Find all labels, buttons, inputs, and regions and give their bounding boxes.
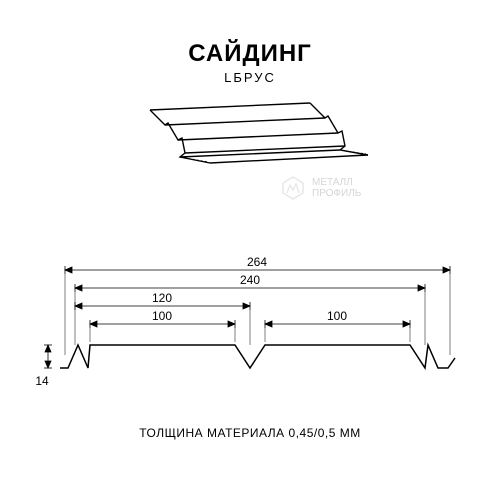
dim-overall: 264 xyxy=(247,255,267,269)
watermark-line1: МЕТАЛЛ xyxy=(312,177,361,188)
title-block: САЙДИНГ LБРУС xyxy=(0,0,500,85)
technical-drawing: 264 240 120 100 100 14 xyxy=(30,250,470,400)
dim-flat2: 100 xyxy=(327,309,347,323)
profile-path xyxy=(60,345,455,368)
brand-watermark: МЕТАЛЛ ПРОФИЛЬ xyxy=(280,175,361,201)
product-subtitle: LБРУС xyxy=(0,70,500,85)
dim-face: 240 xyxy=(240,273,260,287)
dim-flat1: 100 xyxy=(152,309,172,323)
product-title: САЙДИНГ xyxy=(0,40,500,68)
dim-height: 14 xyxy=(35,374,49,388)
hex-logo-icon xyxy=(280,175,306,201)
watermark-text: МЕТАЛЛ ПРОФИЛЬ xyxy=(312,177,361,199)
dim-half: 120 xyxy=(152,291,172,305)
material-footer: ТОЛЩИНА МАТЕРИАЛА 0,45/0,5 ММ xyxy=(0,426,500,440)
watermark-line2: ПРОФИЛЬ xyxy=(312,188,361,199)
isometric-view xyxy=(130,95,370,180)
